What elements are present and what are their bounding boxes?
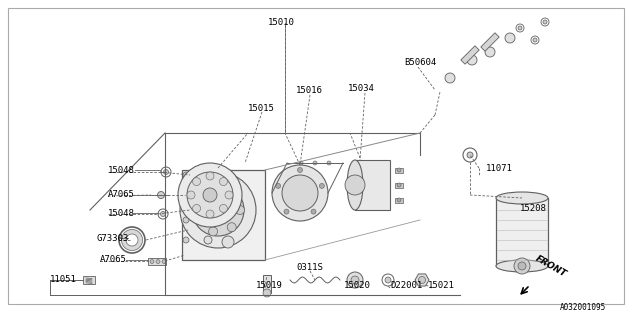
Circle shape bbox=[227, 223, 236, 232]
Circle shape bbox=[193, 204, 200, 212]
Circle shape bbox=[194, 196, 203, 205]
Circle shape bbox=[327, 161, 331, 165]
Circle shape bbox=[211, 203, 225, 217]
Circle shape bbox=[505, 33, 515, 43]
Bar bbox=[395, 167, 403, 172]
Circle shape bbox=[347, 272, 363, 288]
Circle shape bbox=[204, 236, 212, 244]
Circle shape bbox=[276, 183, 280, 188]
Circle shape bbox=[313, 161, 317, 165]
Ellipse shape bbox=[496, 192, 548, 204]
Text: 15034: 15034 bbox=[348, 84, 375, 92]
Text: 11071: 11071 bbox=[486, 164, 513, 172]
Circle shape bbox=[282, 175, 318, 211]
Circle shape bbox=[163, 170, 168, 174]
Text: B50604: B50604 bbox=[404, 58, 436, 67]
Circle shape bbox=[397, 198, 401, 202]
Circle shape bbox=[178, 163, 242, 227]
Circle shape bbox=[215, 207, 221, 213]
Circle shape bbox=[518, 262, 526, 270]
Circle shape bbox=[209, 227, 218, 236]
Text: G73303: G73303 bbox=[96, 234, 128, 243]
Polygon shape bbox=[182, 170, 265, 260]
Circle shape bbox=[298, 167, 303, 172]
Circle shape bbox=[284, 209, 289, 214]
Circle shape bbox=[225, 191, 233, 199]
Circle shape bbox=[193, 178, 200, 186]
Text: 15048: 15048 bbox=[108, 165, 135, 174]
Circle shape bbox=[227, 188, 236, 197]
Text: A7065: A7065 bbox=[108, 189, 135, 198]
Text: A032001095: A032001095 bbox=[560, 303, 606, 313]
Circle shape bbox=[206, 210, 214, 218]
Polygon shape bbox=[481, 33, 499, 51]
Circle shape bbox=[192, 184, 244, 236]
Text: 15010: 15010 bbox=[268, 18, 295, 27]
Circle shape bbox=[206, 172, 214, 180]
Bar bbox=[395, 182, 403, 188]
Text: 15208: 15208 bbox=[520, 204, 547, 212]
Text: A7065: A7065 bbox=[100, 255, 127, 265]
Circle shape bbox=[183, 217, 189, 223]
Circle shape bbox=[272, 165, 328, 221]
Ellipse shape bbox=[347, 160, 363, 210]
Circle shape bbox=[467, 55, 477, 65]
Circle shape bbox=[351, 276, 359, 284]
Text: 15020: 15020 bbox=[344, 281, 371, 290]
Circle shape bbox=[514, 258, 530, 274]
Circle shape bbox=[209, 184, 218, 193]
Bar bbox=[395, 197, 403, 203]
Circle shape bbox=[397, 183, 401, 187]
Circle shape bbox=[311, 209, 316, 214]
Circle shape bbox=[187, 191, 195, 199]
Text: FRONT: FRONT bbox=[534, 254, 568, 279]
Circle shape bbox=[345, 175, 365, 195]
Circle shape bbox=[467, 152, 473, 158]
Text: 15016: 15016 bbox=[296, 85, 323, 94]
Circle shape bbox=[236, 205, 244, 214]
Bar bbox=[148, 258, 166, 265]
Circle shape bbox=[183, 237, 189, 243]
Circle shape bbox=[385, 277, 391, 283]
Circle shape bbox=[220, 204, 227, 212]
Circle shape bbox=[162, 260, 166, 263]
Bar bbox=[263, 275, 271, 293]
Polygon shape bbox=[461, 46, 479, 64]
Circle shape bbox=[156, 260, 160, 263]
Text: 15021: 15021 bbox=[428, 281, 455, 290]
Circle shape bbox=[299, 161, 303, 165]
Circle shape bbox=[220, 178, 227, 186]
Circle shape bbox=[222, 236, 234, 248]
Text: 15015: 15015 bbox=[248, 103, 275, 113]
Ellipse shape bbox=[496, 260, 548, 272]
Text: D22001: D22001 bbox=[390, 281, 422, 290]
Circle shape bbox=[263, 289, 271, 297]
Text: 0311S: 0311S bbox=[296, 263, 323, 273]
Circle shape bbox=[161, 212, 166, 217]
Circle shape bbox=[319, 183, 324, 188]
Circle shape bbox=[187, 172, 233, 218]
Circle shape bbox=[157, 191, 164, 198]
Text: 11051: 11051 bbox=[50, 276, 77, 284]
Text: 15048: 15048 bbox=[108, 209, 135, 218]
Polygon shape bbox=[355, 160, 390, 210]
Circle shape bbox=[183, 172, 189, 178]
Circle shape bbox=[397, 168, 401, 172]
Circle shape bbox=[150, 260, 154, 263]
Circle shape bbox=[419, 276, 426, 284]
Circle shape bbox=[180, 172, 256, 248]
Circle shape bbox=[518, 26, 522, 30]
Circle shape bbox=[485, 47, 495, 57]
Circle shape bbox=[194, 215, 203, 224]
Circle shape bbox=[183, 187, 189, 193]
Bar bbox=[496, 198, 548, 266]
Circle shape bbox=[203, 188, 217, 202]
Bar bbox=[83, 276, 95, 284]
Circle shape bbox=[543, 20, 547, 24]
Text: 15019: 15019 bbox=[256, 281, 283, 290]
Circle shape bbox=[533, 38, 537, 42]
Circle shape bbox=[445, 73, 455, 83]
